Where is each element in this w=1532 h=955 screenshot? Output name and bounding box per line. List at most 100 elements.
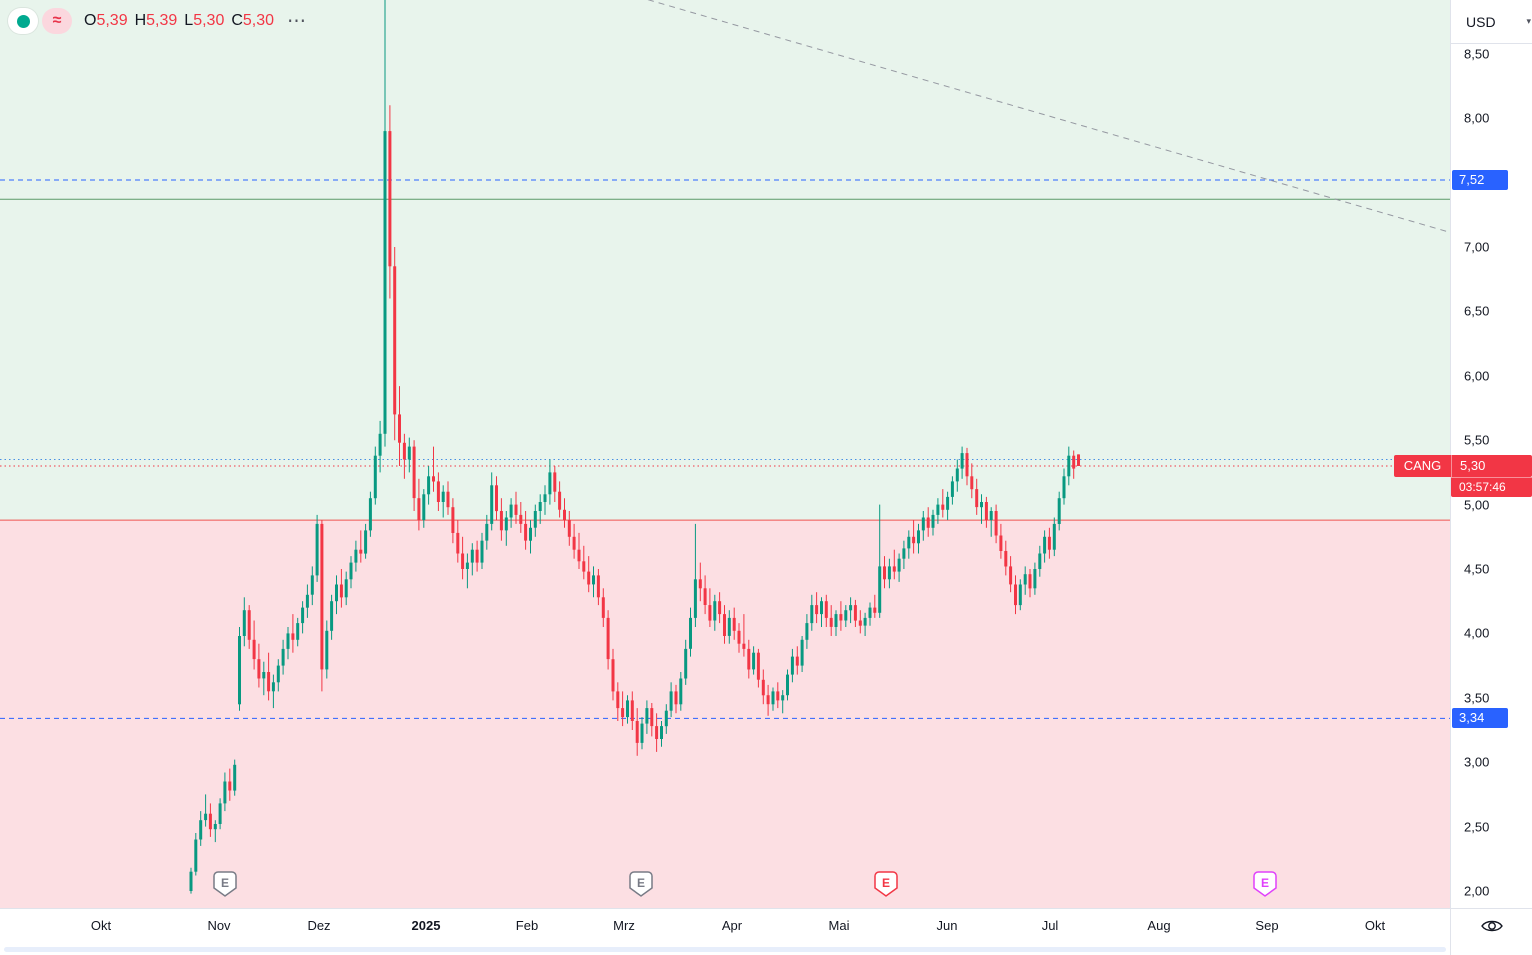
candle-body <box>247 610 251 640</box>
candle-body <box>994 511 998 536</box>
ohlc-value: 5,39 <box>96 12 128 29</box>
ohlc-label: O <box>84 12 97 29</box>
candle-body <box>398 414 401 443</box>
price-tick: 8,00 <box>1464 110 1490 126</box>
candle-body <box>301 607 305 624</box>
candle-body <box>412 446 416 499</box>
candle-body <box>543 494 547 502</box>
candle-body <box>533 511 537 528</box>
candle-body <box>616 691 620 709</box>
candle-body <box>208 813 212 830</box>
time-label-feb: Feb <box>515 918 539 933</box>
time-axis[interactable]: Okt Nov Dez 2025 Feb Mrz Apr Mai Jun Jul Aug Sep Okt <box>0 908 1450 955</box>
candle-body <box>718 601 722 615</box>
time-label-jul: Jul <box>1041 918 1059 933</box>
candle-body <box>897 558 901 572</box>
candle-body <box>984 502 988 520</box>
candle-body <box>708 605 712 621</box>
candle-body <box>655 726 659 739</box>
candle-body <box>529 527 532 541</box>
candle-body <box>538 502 542 511</box>
instrument-logo-icon[interactable] <box>8 8 38 34</box>
price-tick: 3,50 <box>1464 690 1490 706</box>
candle-body <box>810 605 814 624</box>
candle-body <box>921 517 925 531</box>
candle-body <box>218 803 222 824</box>
price-axis[interactable]: USD ▾ 8,50 8,00 7,00 6,50 6,00 5,50 5,00 4,50 4,… <box>1394 0 1532 908</box>
earnings-marker[interactable]: E <box>1253 871 1277 897</box>
candle-body <box>451 507 455 533</box>
candle-body <box>946 496 950 510</box>
candle-body <box>344 579 348 598</box>
candle-body <box>800 639 804 666</box>
candle-body <box>1077 454 1080 466</box>
candle-body <box>465 562 469 569</box>
candle-body <box>941 504 945 510</box>
candle-body <box>863 617 867 626</box>
candle-body <box>660 726 663 739</box>
candle-body <box>485 523 489 541</box>
candle-body <box>495 485 498 512</box>
candle-body <box>781 695 785 701</box>
candle-body <box>786 674 789 696</box>
candle-body <box>698 579 702 589</box>
earnings-marker[interactable]: E <box>629 871 653 897</box>
candle-body <box>1072 455 1076 469</box>
candle-body <box>199 820 203 840</box>
earnings-marker[interactable]: E <box>874 871 898 897</box>
chart-region[interactable]: E E E E ≈ O 5,39 H 5,39 L 5,30 C 5,30 ⋯ <box>0 0 1450 908</box>
time-label-dez: Dez <box>307 918 331 933</box>
candle-body <box>519 514 523 524</box>
eye-icon[interactable] <box>1480 917 1504 935</box>
candle-body <box>228 781 232 791</box>
candle-body <box>364 530 368 554</box>
candle-body <box>582 561 586 572</box>
candle-body <box>824 601 828 618</box>
ohlc-value: 5,39 <box>146 12 178 29</box>
chart-legend: ≈ O 5,39 H 5,39 L 5,30 C 5,30 ⋯ <box>8 8 307 34</box>
horizontal-scrollbar[interactable] <box>4 947 1446 952</box>
candle-body <box>747 648 751 670</box>
candle-body <box>815 605 819 615</box>
upper-green-zone <box>0 0 1450 521</box>
currency-selector[interactable]: USD ▾ <box>1451 0 1532 44</box>
candle-body <box>388 131 392 267</box>
candle-body <box>456 532 460 554</box>
candle-body <box>980 502 983 508</box>
candle-body <box>839 614 843 621</box>
alert-price-badge[interactable]: 7,52 <box>1452 170 1508 191</box>
candle-body <box>189 871 193 891</box>
price-tick: 2,00 <box>1464 883 1490 899</box>
time-label-okt: Okt <box>1364 918 1386 933</box>
candle-body <box>703 588 707 605</box>
trend-line[interactable] <box>647 0 1448 232</box>
candle-body <box>427 476 431 495</box>
candle-body <box>902 548 906 559</box>
candle-body <box>795 656 799 666</box>
candle-body <box>1018 584 1022 606</box>
candle-body <box>339 584 343 598</box>
candle-body <box>310 575 314 595</box>
candle-body <box>480 540 484 563</box>
price-tick: 7,00 <box>1464 239 1490 255</box>
chevron-down-icon: ▾ <box>1526 16 1531 26</box>
time-label-jun: Jun <box>936 918 958 933</box>
candle-body <box>732 617 736 631</box>
candle-body <box>514 504 518 515</box>
approx-icon[interactable]: ≈ <box>42 8 72 34</box>
current-price-badge[interactable]: CANG 5,30 03:57:46 <box>1394 454 1532 497</box>
candle-body <box>1043 536 1047 554</box>
candle-body <box>320 523 324 670</box>
candle-body <box>432 476 435 482</box>
candle-body <box>742 643 746 649</box>
candle-body <box>621 708 625 718</box>
earnings-marker[interactable]: E <box>213 871 237 897</box>
more-options-button[interactable]: ⋯ <box>287 10 308 32</box>
candle-body <box>674 691 678 705</box>
alert-price-badge[interactable]: 3,34 <box>1452 708 1508 729</box>
candle-body <box>577 549 581 562</box>
candle-body <box>975 489 979 508</box>
candle-body <box>878 566 882 613</box>
candle-body <box>252 639 256 660</box>
